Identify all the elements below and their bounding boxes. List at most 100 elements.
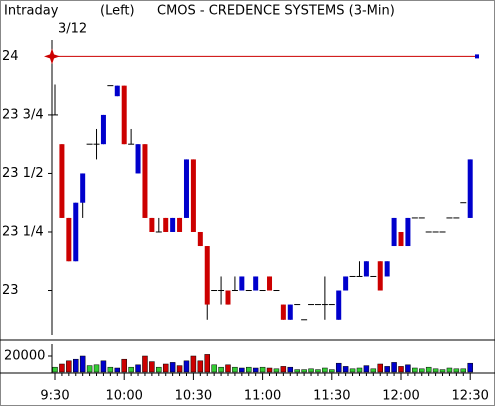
candle-body xyxy=(59,144,65,218)
volume-bar xyxy=(252,367,259,373)
volume-bar xyxy=(377,363,383,373)
volume-bar xyxy=(225,364,231,373)
volume-bar xyxy=(114,367,121,373)
volume-bar xyxy=(342,366,349,373)
y-tick-label: 23 1/2 xyxy=(2,166,44,181)
volume-bar xyxy=(322,367,328,373)
volume-bar xyxy=(287,366,294,373)
volume-bar xyxy=(419,368,425,373)
volume-bar xyxy=(405,364,411,373)
volume-bar xyxy=(73,358,79,373)
candle-body xyxy=(100,114,106,145)
candle-body xyxy=(142,144,148,218)
volume-bar xyxy=(149,361,155,373)
volume-bar xyxy=(294,369,300,373)
volume-bar xyxy=(246,366,252,373)
candle-body xyxy=(80,173,86,203)
x-tick-label: 12:30 xyxy=(451,389,488,404)
x-tick-label: 10:30 xyxy=(175,389,212,404)
candle-body xyxy=(163,217,169,232)
volume-bar xyxy=(79,355,86,373)
volume-bar xyxy=(273,368,280,373)
volume-bar xyxy=(259,366,266,373)
date-label: 3/12 xyxy=(58,22,87,37)
volume-bar xyxy=(93,364,100,373)
volume-bar xyxy=(232,366,238,373)
x-tick-label: 11:00 xyxy=(244,389,281,404)
volume-bar xyxy=(349,368,356,373)
reference-end xyxy=(475,54,479,59)
candle-body xyxy=(197,231,203,247)
axis-side-label: (Left) xyxy=(100,4,135,19)
volume-bar xyxy=(356,367,363,373)
candle-body xyxy=(190,159,196,232)
volume-bar xyxy=(121,358,127,373)
volume-bar xyxy=(135,364,141,373)
volume-bar xyxy=(460,368,467,373)
y-tick-label: 23 xyxy=(2,283,19,298)
volume-bar xyxy=(412,367,418,373)
volume-bar xyxy=(176,365,183,373)
candle-body xyxy=(398,231,404,247)
volume-bar xyxy=(211,364,217,373)
candle-body xyxy=(177,217,183,232)
y-tick-label: 23 1/4 xyxy=(2,224,44,239)
volume-bar xyxy=(156,366,162,373)
volume-bar xyxy=(218,366,224,373)
volume-bar xyxy=(453,368,460,373)
candle-body xyxy=(170,217,176,232)
candle-body xyxy=(384,261,390,277)
candle-body xyxy=(391,217,397,247)
volume-bar xyxy=(86,365,93,373)
candle-body xyxy=(135,144,141,174)
volume-bar xyxy=(107,366,114,373)
candle-body xyxy=(267,276,273,291)
volume-bar xyxy=(100,360,107,373)
reference-marker xyxy=(44,48,60,65)
x-tick-label: 11:30 xyxy=(313,389,350,404)
candle-body xyxy=(204,246,210,305)
volume-bar xyxy=(142,355,148,373)
candle-body xyxy=(183,159,189,218)
volume-bar xyxy=(66,360,72,373)
x-tick-label: 12:00 xyxy=(382,389,419,404)
volume-bar xyxy=(467,362,473,373)
volume-bar xyxy=(446,367,453,373)
volume-bar xyxy=(363,365,370,373)
candle-body xyxy=(253,276,259,291)
candle-body xyxy=(287,304,293,320)
candle-body xyxy=(149,217,155,232)
candle-body xyxy=(336,290,342,320)
volume-bar xyxy=(183,360,190,373)
volume-bar xyxy=(425,366,432,373)
volume-bar xyxy=(190,355,197,373)
volume-bar xyxy=(301,369,307,373)
volume-bar xyxy=(52,366,58,373)
candle-body xyxy=(377,261,383,291)
candle-body xyxy=(467,159,473,218)
volume-bar xyxy=(315,369,321,373)
y-tick-label: 23 3/4 xyxy=(2,107,44,122)
x-tick-label: 9:30 xyxy=(40,389,69,404)
volume-bar xyxy=(335,362,342,373)
candle-body xyxy=(66,217,72,262)
candle-body xyxy=(363,261,369,277)
volume-bar xyxy=(169,362,176,373)
volume-bar xyxy=(391,362,397,373)
volume-bar xyxy=(59,363,65,373)
volume-bar xyxy=(239,367,245,373)
volume-bar xyxy=(329,369,335,373)
x-tick-label: 10:00 xyxy=(105,389,142,404)
volume-bar xyxy=(128,366,134,373)
volume-bar xyxy=(439,369,446,373)
candle-body xyxy=(239,276,245,291)
volume-bar xyxy=(398,366,404,373)
candle-body xyxy=(114,85,120,97)
candle-body xyxy=(121,85,127,145)
y-tick-label: 24 xyxy=(2,49,19,64)
volume-bar xyxy=(308,368,314,373)
volume-bar xyxy=(384,366,390,373)
candle-body xyxy=(405,217,411,247)
period-label: Intraday xyxy=(4,4,59,19)
